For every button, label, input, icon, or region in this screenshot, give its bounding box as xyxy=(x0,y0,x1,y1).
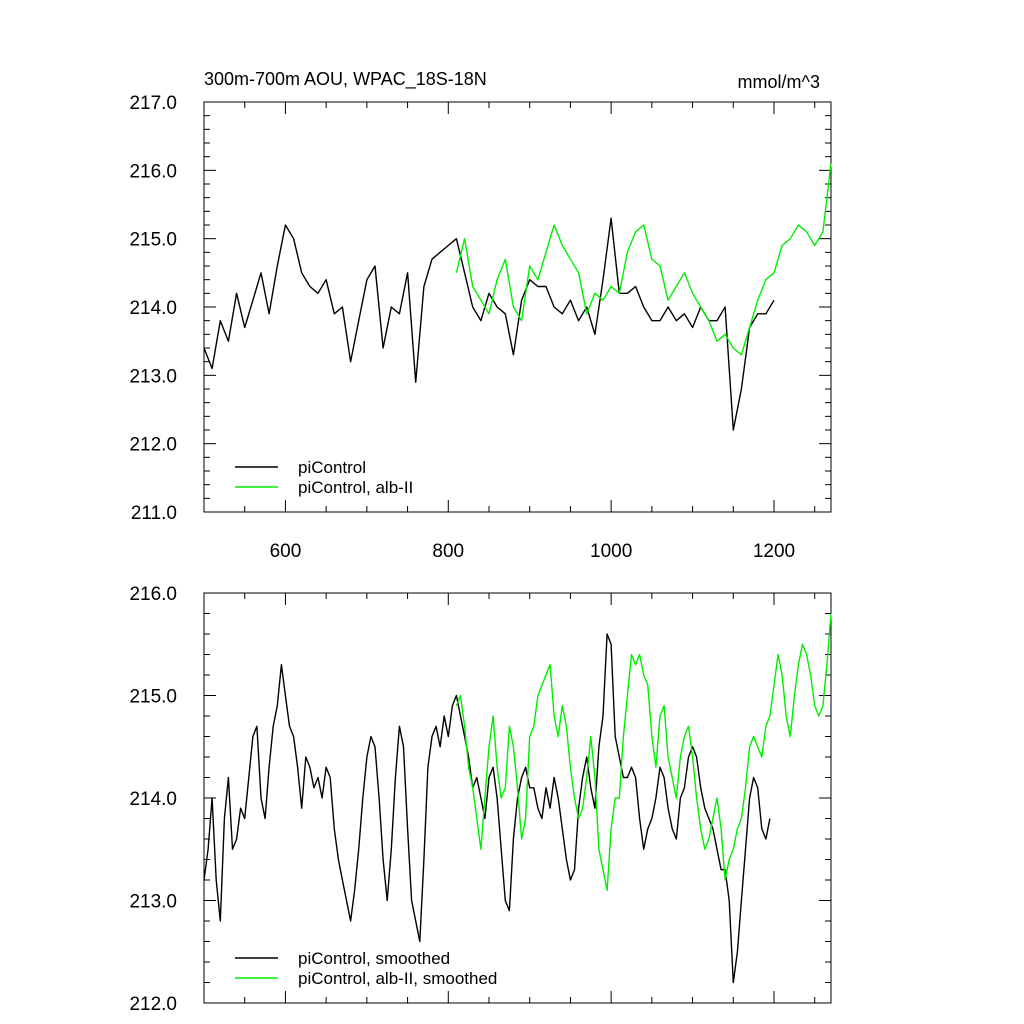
x-tick-label: 1200 xyxy=(753,541,795,562)
legend-label: piControl, alb-II, smoothed xyxy=(298,969,497,988)
figure-title: 300m-700m AOU, WPAC_18S-18N xyxy=(204,69,487,90)
series-line-picontrol-alb-ii xyxy=(455,613,832,891)
y-tick-label: 213.0 xyxy=(129,366,177,387)
x-tick-label: 800 xyxy=(432,541,464,562)
y-tick-label: 216.0 xyxy=(129,161,177,182)
y-tick-label: 217.0 xyxy=(129,93,177,114)
top-panel: 300m-700m AOU, WPAC_18S-18N mmol/m^3 600… xyxy=(129,69,832,562)
bottom-panel: 212.0 213.0 214.0 215.0 216.0 piControl, smo… xyxy=(129,584,832,1015)
y-tick-label: 215.0 xyxy=(129,230,177,251)
series-line-picontrol xyxy=(203,217,775,431)
x-tick-label: 1000 xyxy=(590,541,632,562)
legend-label: piControl, smoothed xyxy=(298,949,450,968)
y-tick-label: 214.0 xyxy=(129,298,177,319)
units-label: mmol/m^3 xyxy=(738,72,820,92)
y-tick-label: 212.0 xyxy=(129,435,177,456)
legend-label: piControl, alb-II xyxy=(298,478,413,497)
series-line-picontrol-alb-ii xyxy=(455,163,832,356)
y-tick-label: 213.0 xyxy=(129,892,177,913)
top-series xyxy=(203,163,832,431)
legend-label: piControl xyxy=(298,458,366,477)
top-plot-frame xyxy=(203,101,832,513)
y-tick-label: 216.0 xyxy=(129,584,177,605)
y-tick-label: 214.0 xyxy=(129,789,177,810)
top-axes: 600 800 1000 1200 211.0 212.0 213.0 214.0 215.0 2… xyxy=(129,93,831,562)
bottom-series xyxy=(203,613,832,984)
y-tick-label: 215.0 xyxy=(129,687,177,708)
x-tick-label: 600 xyxy=(270,541,302,562)
bottom-axes: 212.0 213.0 214.0 215.0 216.0 xyxy=(129,584,831,1015)
y-tick-label: 211.0 xyxy=(131,503,177,524)
series-line-picontrol xyxy=(203,633,771,984)
y-tick-label: 212.0 xyxy=(129,994,177,1015)
